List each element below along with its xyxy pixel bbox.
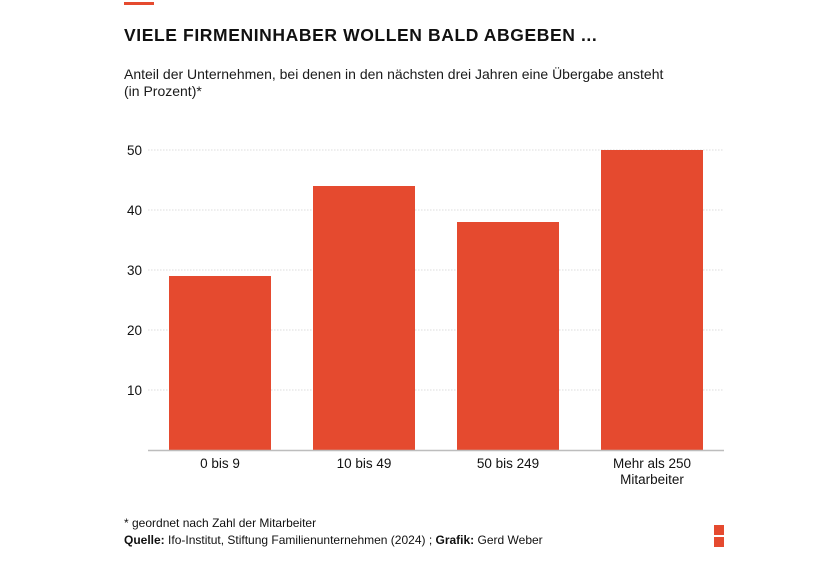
x-tick-label-3: Mehr als 250 Mitarbeiter (613, 456, 691, 487)
footnote-block: * geordnet nach Zahl der Mitarbeiter Que… (124, 515, 543, 549)
chart-subtitle-line-1: Anteil der Unternehmen, bei denen in den… (124, 66, 664, 82)
source-text: Ifo-Institut, Stiftung Familienunternehm… (164, 533, 436, 547)
bar-2 (457, 222, 559, 450)
graphic-text: Gerd Weber (474, 533, 543, 547)
bar-1 (313, 186, 415, 450)
y-tick-label-40: 40 (127, 203, 142, 218)
x-tick-label-0: 0 bis 9 (200, 456, 240, 471)
source-label: Quelle: (124, 533, 165, 547)
x-tick-label-3-line-1: Mitarbeiter (620, 472, 684, 487)
chart-title: VIELE FIRMENINHABER WOLLEN BALD ABGEBEN … (124, 25, 598, 45)
chart-subtitle-line-2: (in Prozent)* (124, 83, 202, 99)
y-tick-label-50: 50 (127, 143, 142, 158)
bars (169, 150, 703, 450)
x-tick-label-0-line-0: 0 bis 9 (200, 456, 240, 471)
y-tick-label-20: 20 (127, 323, 142, 338)
top-accent-rule (124, 2, 154, 5)
y-tick-label-10: 10 (127, 383, 142, 398)
two-red-squares-logo-icon (714, 525, 724, 547)
footnote-note: * geordnet nach Zahl der Mitarbeiter (124, 516, 317, 530)
axes: 10 20 30 40 50 0 bis 9 10 bis 49 50 bis 249 Mehr… (127, 143, 724, 487)
graphic-label: Grafik: (435, 533, 475, 547)
x-tick-label-1-line-0: 10 bis 49 (337, 456, 392, 471)
chart-subtitle: Anteil der Unternehmen, bei denen in den… (124, 66, 724, 100)
x-tick-label-2: 50 bis 249 (477, 456, 539, 471)
x-tick-label-1: 10 bis 49 (337, 456, 392, 471)
bar-0 (169, 276, 271, 450)
x-tick-label-3-line-0: Mehr als 250 (613, 456, 691, 471)
y-tick-label-30: 30 (127, 263, 142, 278)
x-tick-label-2-line-0: 50 bis 249 (477, 456, 539, 471)
source-credit: Quelle: Ifo-Institut, Stiftung Familienu… (124, 532, 543, 549)
bar-3 (601, 150, 703, 450)
